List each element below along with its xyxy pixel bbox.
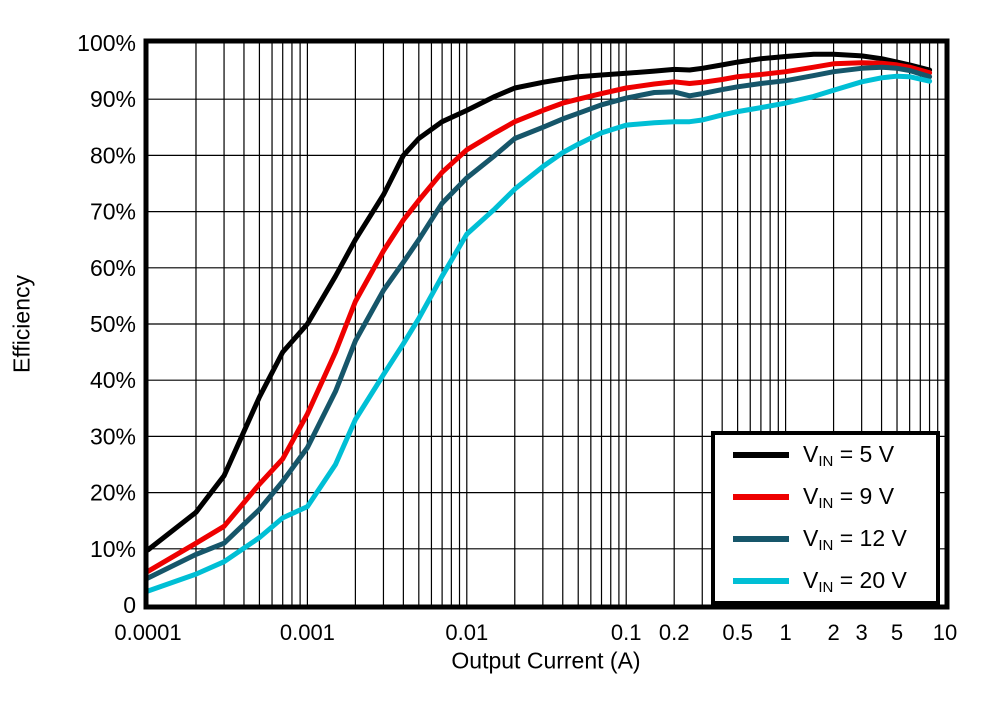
legend-label-vin-5v: VIN = 5 V bbox=[803, 440, 895, 470]
y-tick-label: 80% bbox=[90, 142, 136, 168]
y-axis-title: Efficiency bbox=[8, 274, 35, 374]
y-tick-label: 30% bbox=[90, 423, 136, 449]
y-tick-label: 50% bbox=[90, 311, 136, 337]
legend-item-vin-9v: VIN = 9 V bbox=[733, 483, 936, 512]
x-tick-label: 0.0001 bbox=[114, 620, 181, 645]
legend-label-vin-20v: VIN = 20 V bbox=[803, 566, 907, 596]
x-tick-label: 5 bbox=[891, 620, 903, 645]
legend-item-vin-12v: VIN = 12 V bbox=[733, 525, 936, 554]
legend-swatch-vin-9v bbox=[733, 494, 789, 500]
legend-label-vin-9v: VIN = 9 V bbox=[803, 482, 895, 512]
x-tick-label: 1 bbox=[779, 620, 791, 645]
y-tick-label: 0 bbox=[123, 592, 136, 618]
x-tick-label: 0.001 bbox=[280, 620, 335, 645]
legend-label-vin-12v: VIN = 12 V bbox=[803, 524, 907, 554]
legend-swatch-vin-5v bbox=[733, 452, 789, 458]
y-tick-label: 40% bbox=[90, 367, 136, 393]
plot-border bbox=[143, 38, 950, 610]
y-tick-label: 90% bbox=[90, 86, 136, 112]
curve-vin-5-v bbox=[145, 51, 933, 553]
x-axis-title: Output Current (A) bbox=[451, 647, 641, 674]
legend-swatch-vin-12v bbox=[733, 536, 789, 542]
x-tick-label: 0.2 bbox=[659, 620, 690, 645]
y-tick-label: 10% bbox=[90, 536, 136, 562]
x-tick-label: 3 bbox=[856, 620, 868, 645]
y-tick-label: 100% bbox=[77, 30, 136, 56]
y-tick-label: 70% bbox=[90, 199, 136, 225]
curve-vin-20-v bbox=[145, 73, 933, 594]
y-tick-label: 60% bbox=[90, 255, 136, 281]
legend-swatch-vin-20v bbox=[733, 578, 789, 584]
y-tick-label: 20% bbox=[90, 480, 136, 506]
x-tick-label: 0.1 bbox=[611, 620, 642, 645]
x-tick-label: 0.5 bbox=[722, 620, 753, 645]
curve-vin-12-v bbox=[145, 64, 933, 581]
legend-item-vin-5v: VIN = 5 V bbox=[733, 441, 936, 470]
legend: VIN = 5 V VIN = 9 V VIN = 12 V VIN = 20 … bbox=[711, 431, 940, 605]
x-tick-label: 10 bbox=[933, 620, 957, 645]
curve-vin-9-v bbox=[145, 60, 933, 574]
x-tick-label: 0.01 bbox=[445, 620, 488, 645]
legend-item-vin-20v: VIN = 20 V bbox=[733, 567, 936, 596]
x-tick-label: 2 bbox=[827, 620, 839, 645]
